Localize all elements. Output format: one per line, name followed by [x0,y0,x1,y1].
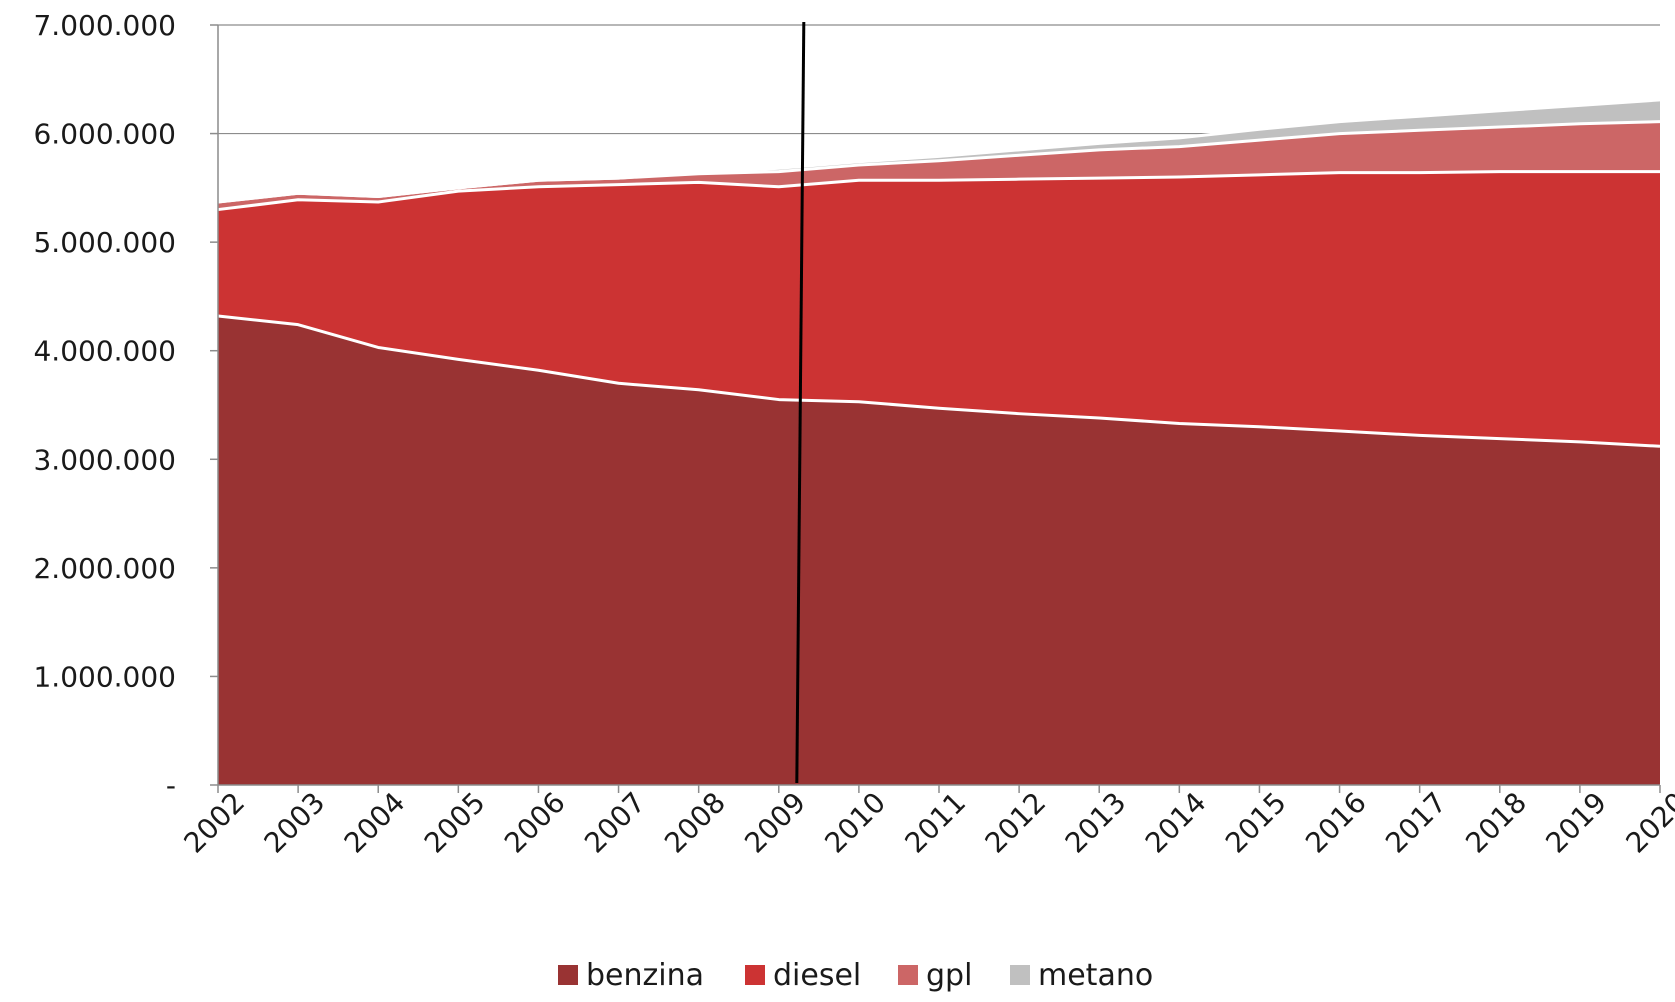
y-tick-label: 5.000.000 [33,226,176,259]
x-tick-label: 2020 [1620,786,1675,860]
legend: benzina diesel gpl metano [558,958,1153,993]
x-tick-label: 2014 [1139,786,1213,860]
x-tick-label: 2006 [498,786,572,860]
y-tick-label: 3.000.000 [33,443,176,476]
x-tick-label: 2005 [418,786,492,860]
legend-label-benzina: benzina [586,958,704,993]
y-tick-label: 2.000.000 [33,552,176,585]
x-tick-label: 2015 [1219,786,1293,860]
x-tick-label: 2010 [818,786,892,860]
area-border-diesel [217,170,1660,212]
x-tick-label: 2003 [258,786,332,860]
area-border-metano [217,98,1661,204]
legend-swatch-benzina [558,965,578,985]
area-benzina [218,315,1660,785]
legend-label-diesel: diesel [773,958,861,993]
legend-label-metano: metano [1038,958,1153,993]
x-tick-label: 2007 [578,786,652,860]
annotations [795,21,806,784]
x-axis-tick-labels: 2002 2003 2004 2005 2006 2007 2008 2009 2010 2011… [178,786,1675,860]
x-tick-label: 2008 [658,786,732,860]
series-areas [218,99,1660,785]
area-diesel [218,171,1660,447]
legend-label-gpl: gpl [926,958,972,993]
legend-swatch-diesel [745,965,765,985]
x-tick-label: 2009 [738,786,812,860]
y-tick-label: - [166,769,176,802]
x-tick-label: 2013 [1059,786,1133,860]
y-tick-label: 7.000.000 [33,9,176,42]
x-tick-label: 2011 [899,786,973,860]
x-tick-label: 2002 [178,786,252,860]
area-border-benzina [217,314,1661,448]
x-tick-label: 2012 [979,786,1053,860]
x-tick-label: 2018 [1459,786,1533,860]
x-tick-label: 2019 [1539,786,1613,860]
y-tick-label: 4.000.000 [33,335,176,368]
axes [210,24,1661,793]
x-tick-label: 2016 [1299,786,1373,860]
x-tick-label: 2004 [338,786,412,860]
legend-swatch-metano [1010,965,1030,985]
annotation-vertical-line [795,21,806,784]
legend-swatch-gpl [898,965,918,985]
area-gpl [218,121,1660,210]
y-axis-tick-labels: - 1.000.000 2.000.000 3.000.000 4.000.000 5.0… [33,9,176,802]
y-tick-label: 1.000.000 [33,660,176,693]
x-tick-label: 2017 [1379,786,1453,860]
y-tick-label: 6.000.000 [33,118,176,151]
series-borders [217,98,1661,448]
